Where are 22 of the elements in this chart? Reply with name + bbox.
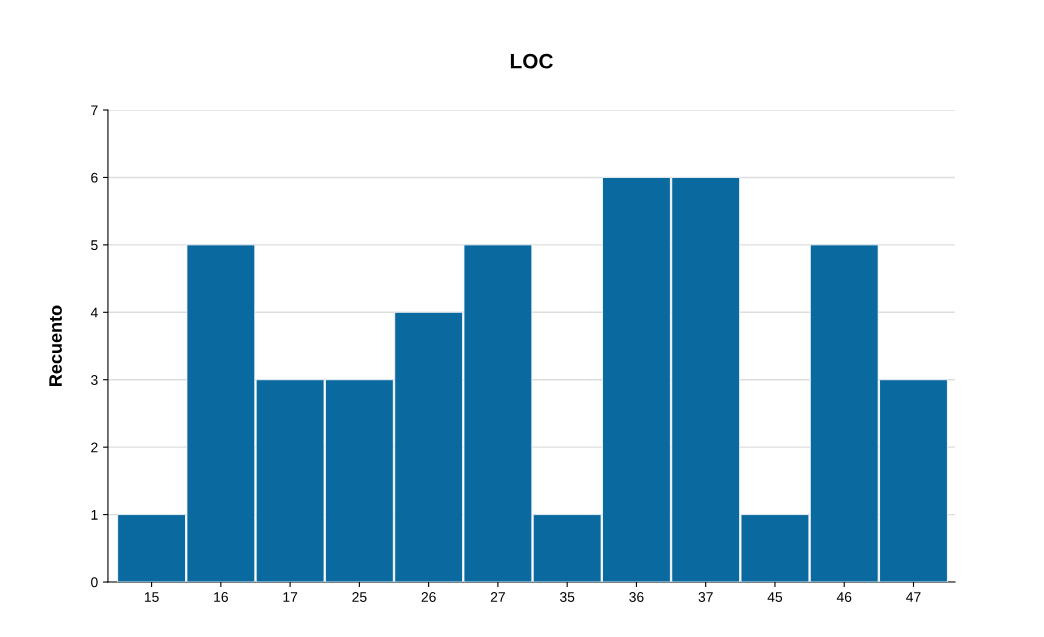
y-axis-title: Recuento [49, 305, 62, 386]
x-tick-label: 15 [144, 592, 159, 602]
x-tick-label: 25 [352, 592, 367, 602]
x-tick-label: 47 [906, 592, 921, 602]
x-tick-label: 45 [767, 592, 783, 602]
y-tick-label: 6 [91, 172, 98, 183]
y-tick-label: 5 [91, 240, 98, 251]
x-tick-label: 16 [214, 592, 228, 602]
y-tick-label: 7 [91, 105, 98, 116]
x-tick-label: 36 [629, 592, 644, 602]
y-tick-label: 1 [91, 510, 98, 520]
y-tick-label: 4 [90, 307, 98, 318]
chart-title: LOC [510, 53, 553, 69]
y-tick-label: 2 [91, 442, 98, 453]
x-tick-label: 37 [698, 592, 713, 602]
y-tick-label: 0 [91, 577, 98, 588]
x-tick-label: 46 [836, 592, 852, 602]
x-tick-label: 26 [421, 592, 436, 602]
y-tick-label: 3 [91, 375, 98, 385]
x-tick-label: 17 [283, 592, 298, 602]
x-tick-label: 35 [559, 592, 575, 602]
x-tick-label: 27 [490, 592, 505, 602]
